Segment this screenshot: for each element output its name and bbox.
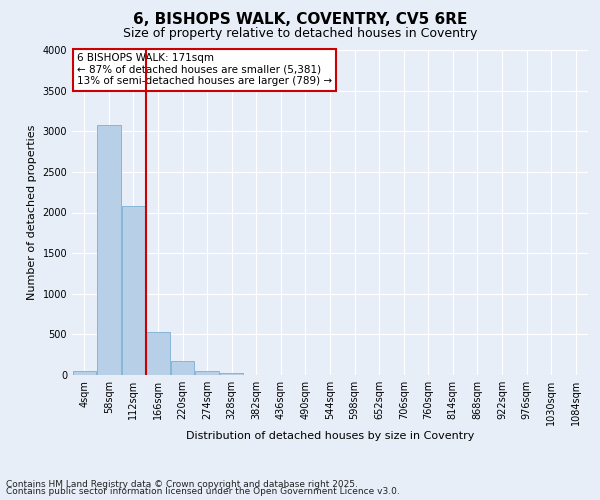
Text: Contains HM Land Registry data © Crown copyright and database right 2025.: Contains HM Land Registry data © Crown c… — [6, 480, 358, 489]
Bar — [196, 370, 219, 375]
Text: Contains public sector information licensed under the Open Government Licence v3: Contains public sector information licen… — [6, 487, 400, 496]
Bar — [122, 206, 145, 375]
Bar — [73, 370, 96, 375]
Text: 6 BISHOPS WALK: 171sqm
← 87% of detached houses are smaller (5,381)
13% of semi-: 6 BISHOPS WALK: 171sqm ← 87% of detached… — [77, 53, 332, 86]
Text: Size of property relative to detached houses in Coventry: Size of property relative to detached ho… — [123, 28, 477, 40]
Text: 6, BISHOPS WALK, COVENTRY, CV5 6RE: 6, BISHOPS WALK, COVENTRY, CV5 6RE — [133, 12, 467, 28]
Bar — [146, 332, 170, 375]
Bar — [171, 361, 194, 375]
Y-axis label: Number of detached properties: Number of detached properties — [27, 125, 37, 300]
X-axis label: Distribution of detached houses by size in Coventry: Distribution of detached houses by size … — [186, 430, 474, 440]
Bar — [97, 124, 121, 375]
Bar — [220, 372, 244, 375]
